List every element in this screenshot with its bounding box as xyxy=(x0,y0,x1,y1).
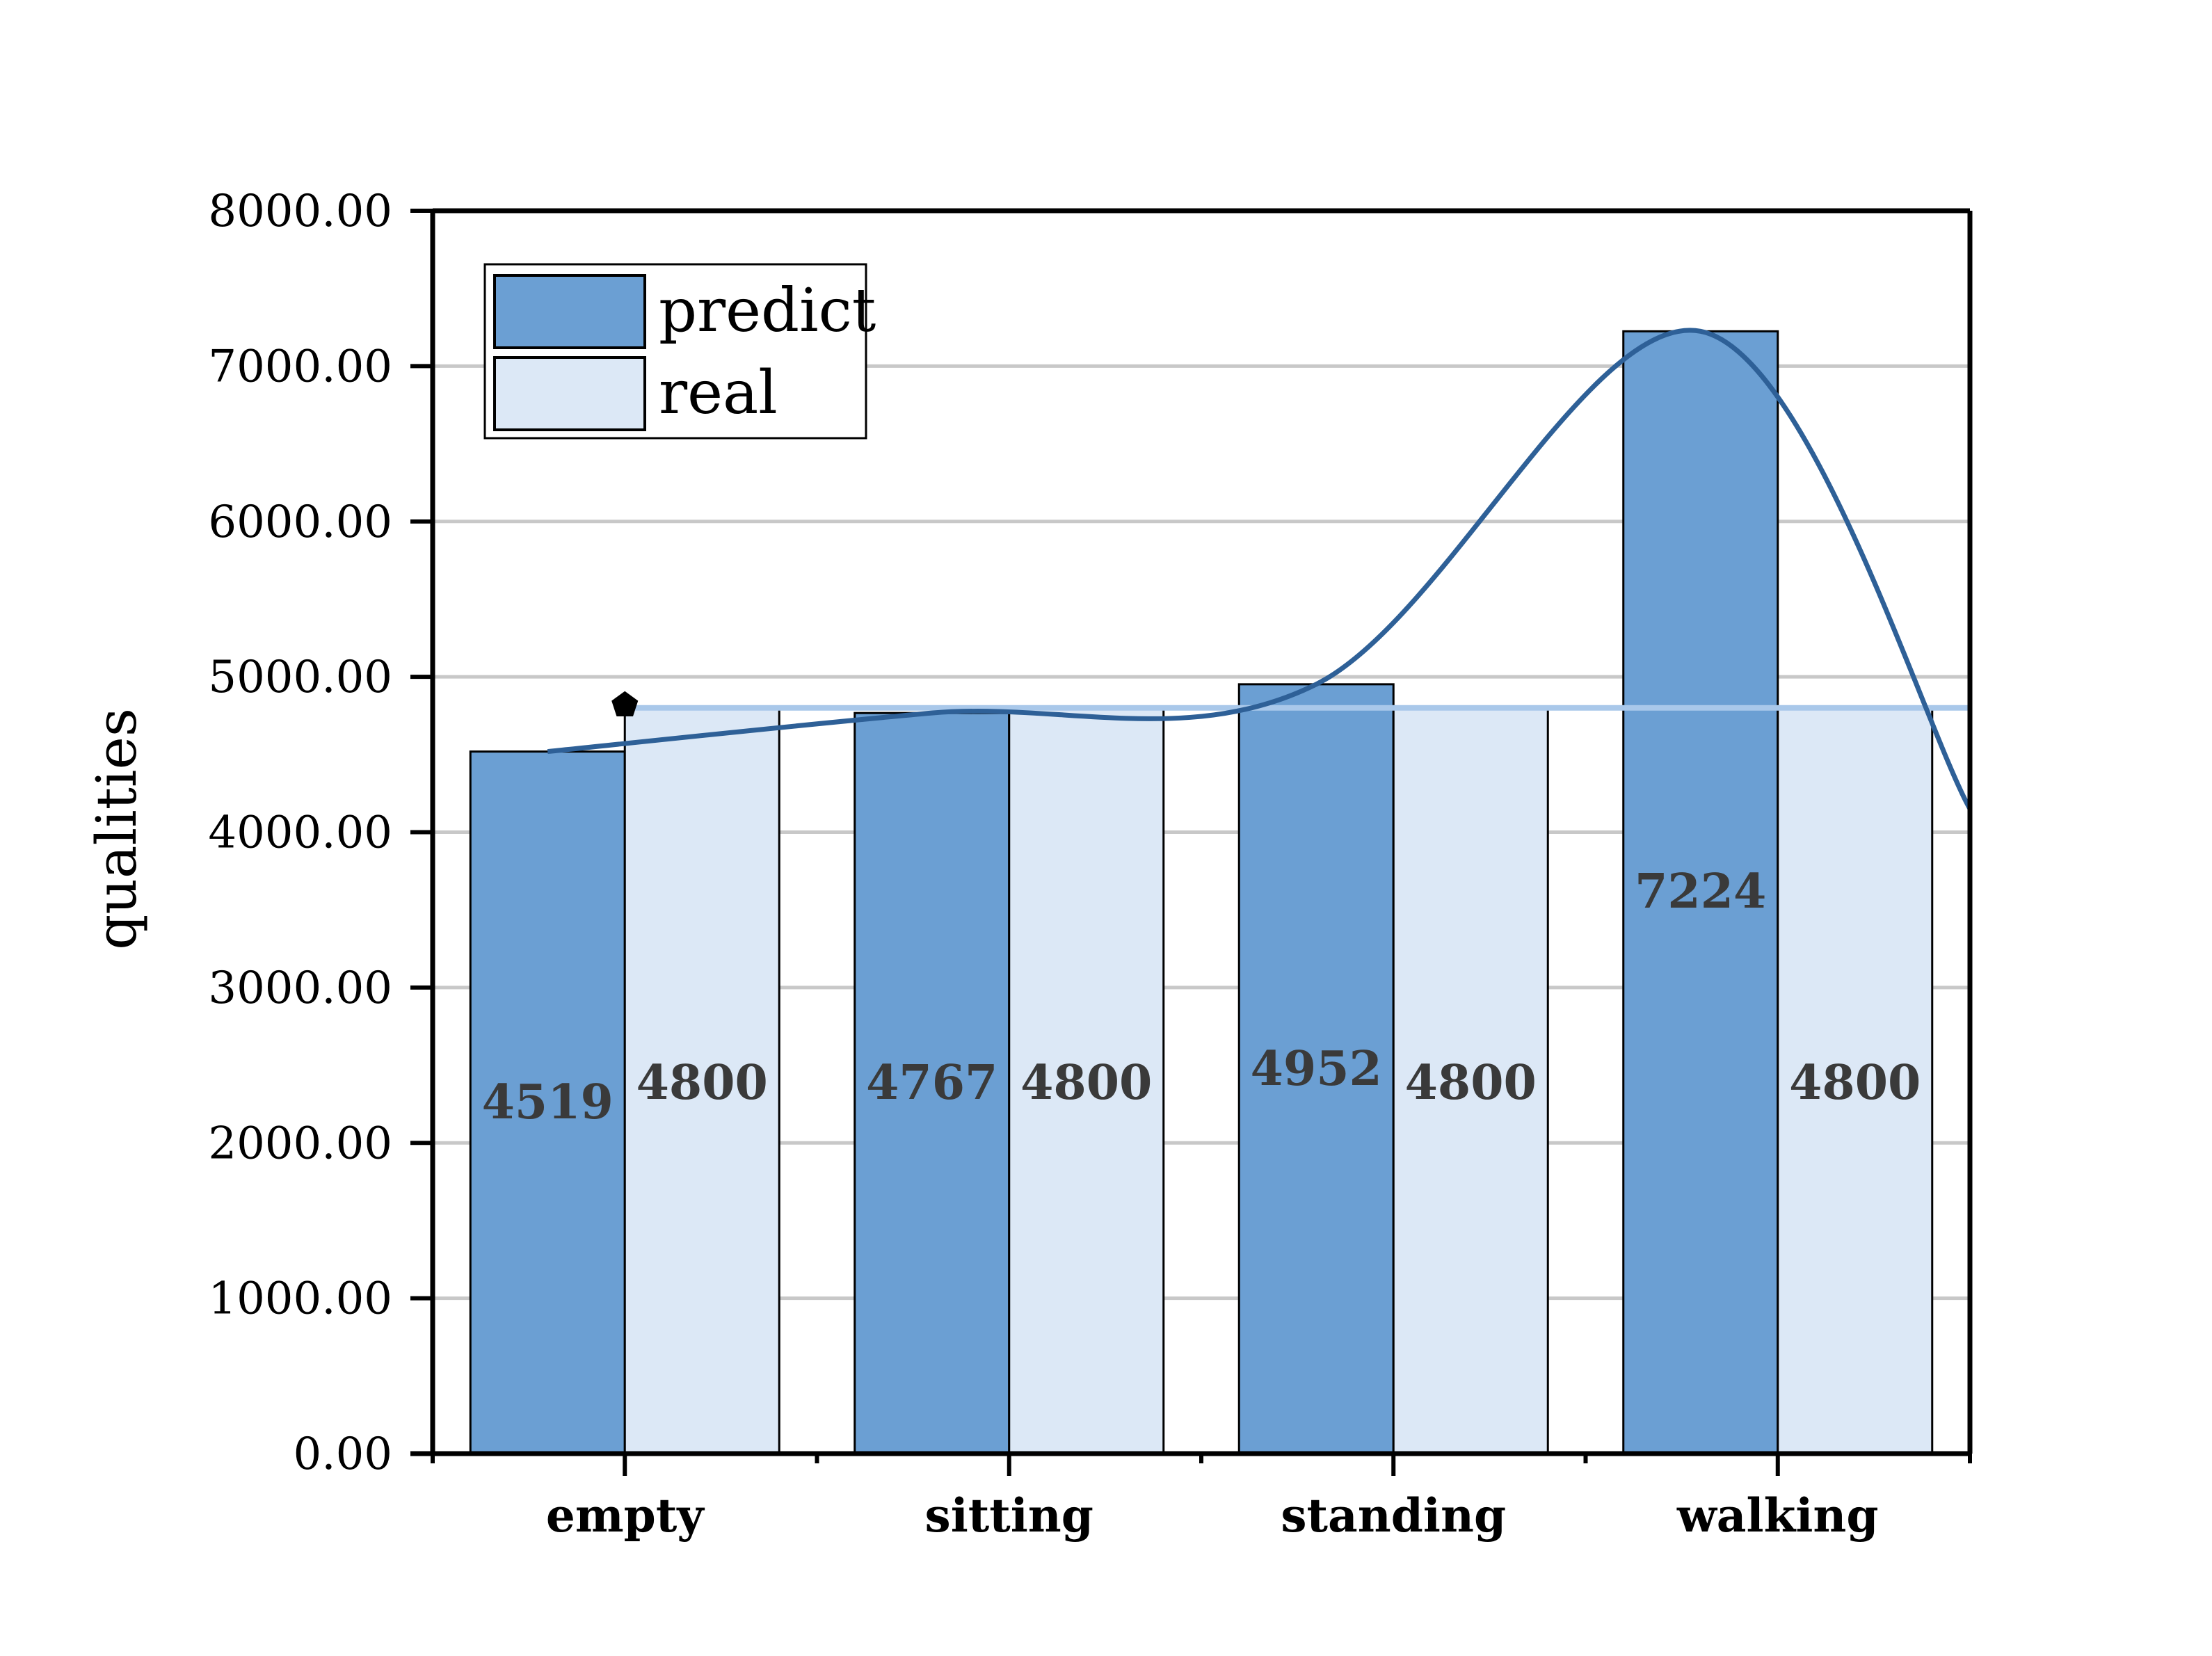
x-tick-label: walking xyxy=(1676,1488,1879,1543)
bar-real xyxy=(623,707,780,1455)
data-labels: 4519 4800 4767 4800 4952 4800 7224 4800 xyxy=(482,864,1921,1130)
legend-label-real: real xyxy=(659,358,778,428)
overlay-lines xyxy=(547,328,1973,810)
y-tick-label: 4000.00 xyxy=(208,807,392,859)
bar-real xyxy=(1777,707,1934,1455)
x-tick-label: empty xyxy=(546,1488,705,1543)
data-label-real: 4800 xyxy=(1020,1055,1152,1111)
data-label-real: 4800 xyxy=(1789,1055,1921,1111)
data-label-predict: 4767 xyxy=(866,1055,997,1111)
y-tick-label: 8000.00 xyxy=(208,186,392,237)
legend-label-predict: predict xyxy=(659,276,876,346)
y-tick-label: 1000.00 xyxy=(208,1273,392,1325)
y-tick-label: 7000.00 xyxy=(208,341,392,392)
data-label-real: 4800 xyxy=(1405,1055,1537,1111)
y-tick-label: 5000.00 xyxy=(208,652,392,703)
data-label-predict: 4952 xyxy=(1251,1041,1382,1097)
bar-real xyxy=(1392,707,1549,1455)
legend-swatch-predict xyxy=(493,274,646,349)
data-label-predict: 7224 xyxy=(1635,864,1766,919)
y-tick-label: 0.00 xyxy=(294,1429,393,1480)
y-tick-label: 6000.00 xyxy=(208,497,392,548)
predict-curve xyxy=(547,328,1973,810)
x-tick-label: sitting xyxy=(925,1488,1093,1543)
legend-swatch-real xyxy=(493,356,646,431)
data-label-real: 4800 xyxy=(636,1055,768,1111)
x-tick-label: standing xyxy=(1281,1488,1506,1543)
data-label-predict: 4519 xyxy=(482,1075,614,1130)
bar-real xyxy=(1008,707,1165,1455)
pentagon-marker xyxy=(611,691,639,716)
axes: 0.00 1000.00 2000.00 3000.00 4000.00 5000.00 6… xyxy=(208,186,1973,1543)
y-tick-label: 2000.00 xyxy=(208,1118,392,1169)
legend: predict real xyxy=(483,263,876,440)
bar-predict xyxy=(1237,683,1395,1455)
y-axis-title: qualities xyxy=(84,708,149,950)
y-tick-label: 3000.00 xyxy=(208,963,392,1014)
bar-predict xyxy=(1622,330,1779,1455)
